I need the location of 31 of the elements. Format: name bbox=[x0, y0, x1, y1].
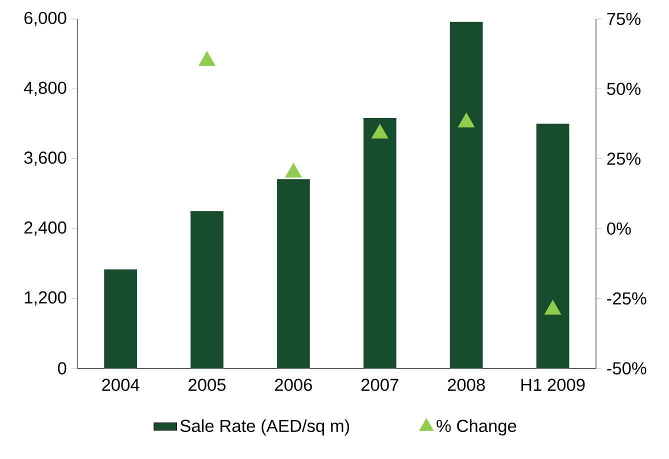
y2-tick-label: -25% bbox=[607, 292, 646, 305]
point bbox=[198, 51, 216, 66]
legend-label: Sale Rate (AED/sq m) bbox=[180, 419, 350, 436]
y2-tick-label: -50% bbox=[607, 362, 646, 374]
y2-tick-label: 0% bbox=[607, 222, 631, 235]
point bbox=[544, 300, 562, 315]
y-tick-label: 6,000 bbox=[24, 12, 66, 26]
bar bbox=[104, 269, 137, 368]
x-tick-label: 2007 bbox=[361, 378, 398, 391]
x-tick-label: H1 2009 bbox=[521, 378, 585, 391]
x-tick-label: 2005 bbox=[188, 378, 226, 391]
bar bbox=[450, 22, 483, 368]
y-tick-label: 1,200 bbox=[24, 291, 66, 306]
point bbox=[458, 112, 475, 128]
x-tick-label: 2004 bbox=[102, 378, 140, 391]
x-tick-label: 2008 bbox=[448, 378, 485, 391]
bar bbox=[190, 211, 224, 368]
x-tick-label: 2006 bbox=[275, 378, 312, 391]
bar bbox=[536, 124, 570, 368]
y-tick-label: 3,600 bbox=[24, 152, 66, 166]
y2-tick-label: 25% bbox=[607, 152, 640, 165]
y-tick-label: 2,400 bbox=[24, 221, 66, 236]
y2-tick-label: 50% bbox=[607, 82, 640, 95]
bar bbox=[277, 179, 310, 368]
y-tick-label: 0 bbox=[58, 362, 66, 374]
y-tick-label: 4,800 bbox=[24, 82, 66, 96]
legend-label: % Change bbox=[436, 419, 516, 436]
point bbox=[372, 124, 388, 139]
y2-tick-label: 75% bbox=[607, 12, 640, 26]
point bbox=[285, 163, 302, 178]
bar bbox=[363, 118, 396, 368]
